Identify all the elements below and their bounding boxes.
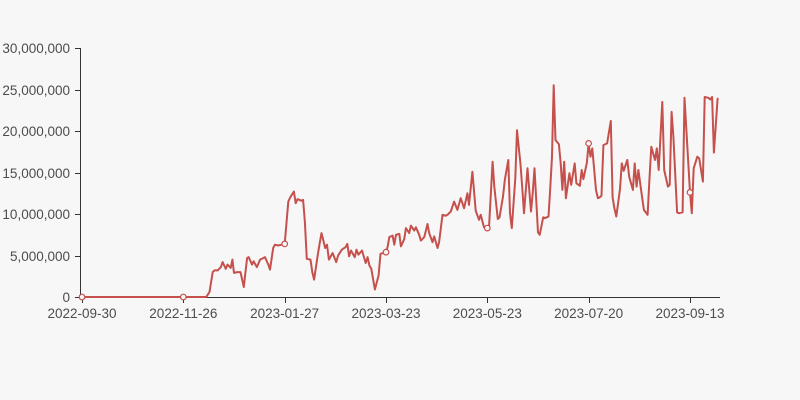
x-axis-label: 2023-03-23 [351,306,420,321]
data-point-marker [78,293,86,301]
data-point-marker [179,293,187,301]
y-axis-label: 30,000,000 [2,41,70,56]
x-axis: 2022-09-30 2022-11-26 2023-01-27 2023-03-23… [47,297,725,321]
x-axis-label: 2022-11-26 [149,306,217,321]
y-axis-label: 5,000,000 [10,249,70,264]
y-axis-label: 25,000,000 [2,83,70,98]
x-axis-label: 2023-09-13 [655,306,724,321]
x-axis-label: 2023-01-27 [250,306,319,321]
y-axis-label: 10,000,000 [2,207,70,222]
y-axis-label: 0 [62,290,70,305]
y-axis-label: 20,000,000 [2,124,70,139]
x-axis-label: 2023-05-23 [453,306,522,321]
chart-line [81,84,719,298]
x-axis-label: 2023-07-20 [554,306,623,321]
data-point-marker [686,188,694,196]
x-axis-label: 2022-09-30 [47,306,116,321]
data-point-marker [585,139,592,147]
data-point-marker [382,248,390,256]
y-axis-label: 15,000,000 [2,166,70,181]
data-point-marker [483,224,491,232]
y-axis: 0 5,000,000 10,000,000 15,000,000 20,000,000… [2,41,81,305]
data-point-marker [281,240,289,248]
data-point-markers [78,139,694,301]
